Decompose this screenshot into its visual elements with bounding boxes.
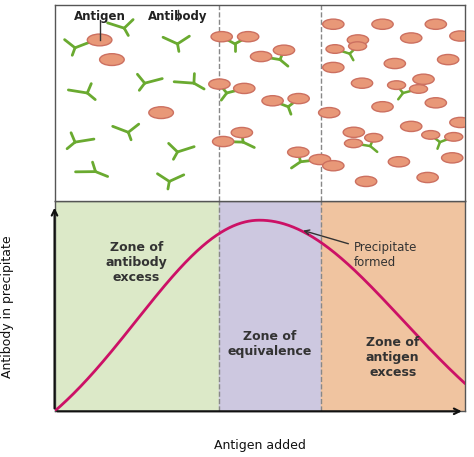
Circle shape xyxy=(438,54,459,65)
Text: Precipitate
formed: Precipitate formed xyxy=(305,230,417,269)
Circle shape xyxy=(450,117,471,128)
Circle shape xyxy=(388,81,406,90)
Text: Antibody in precipitate: Antibody in precipitate xyxy=(0,235,14,377)
Circle shape xyxy=(326,45,344,53)
Circle shape xyxy=(347,35,369,45)
Circle shape xyxy=(413,74,434,85)
Circle shape xyxy=(417,172,438,183)
Circle shape xyxy=(450,31,471,41)
Bar xyxy=(219,201,321,411)
Circle shape xyxy=(425,19,447,29)
Circle shape xyxy=(309,154,330,165)
Text: Zone of
equivalence: Zone of equivalence xyxy=(228,330,312,358)
Circle shape xyxy=(348,42,366,50)
Circle shape xyxy=(100,54,124,65)
Circle shape xyxy=(343,127,365,138)
Circle shape xyxy=(356,176,377,186)
Circle shape xyxy=(231,128,253,138)
Circle shape xyxy=(209,79,230,89)
Text: Antigen added: Antigen added xyxy=(214,439,305,452)
Circle shape xyxy=(319,107,340,118)
Circle shape xyxy=(323,19,344,29)
Circle shape xyxy=(237,32,259,42)
Circle shape xyxy=(422,131,440,139)
Bar xyxy=(321,201,465,411)
Circle shape xyxy=(250,52,272,62)
Circle shape xyxy=(212,137,234,147)
Circle shape xyxy=(372,19,393,29)
Circle shape xyxy=(288,147,309,157)
Circle shape xyxy=(445,133,463,141)
Circle shape xyxy=(410,85,428,93)
Text: Antibody: Antibody xyxy=(148,11,207,23)
Circle shape xyxy=(87,34,112,46)
Circle shape xyxy=(365,133,383,142)
Circle shape xyxy=(149,107,173,118)
Circle shape xyxy=(234,83,255,94)
Circle shape xyxy=(262,96,283,106)
Circle shape xyxy=(288,94,310,104)
Circle shape xyxy=(384,58,405,69)
Circle shape xyxy=(442,153,463,163)
Circle shape xyxy=(323,160,344,171)
Circle shape xyxy=(211,32,232,42)
Circle shape xyxy=(401,33,422,43)
Circle shape xyxy=(401,121,422,132)
Circle shape xyxy=(345,139,363,148)
Circle shape xyxy=(388,157,410,167)
Circle shape xyxy=(425,98,447,108)
Circle shape xyxy=(372,101,393,112)
Text: Zone of
antibody
excess: Zone of antibody excess xyxy=(106,241,167,284)
Circle shape xyxy=(323,62,344,73)
Bar xyxy=(55,201,219,411)
Circle shape xyxy=(273,45,295,55)
Circle shape xyxy=(351,78,373,88)
Text: Antigen: Antigen xyxy=(73,11,126,23)
Text: Zone of
antigen
excess: Zone of antigen excess xyxy=(366,336,419,379)
